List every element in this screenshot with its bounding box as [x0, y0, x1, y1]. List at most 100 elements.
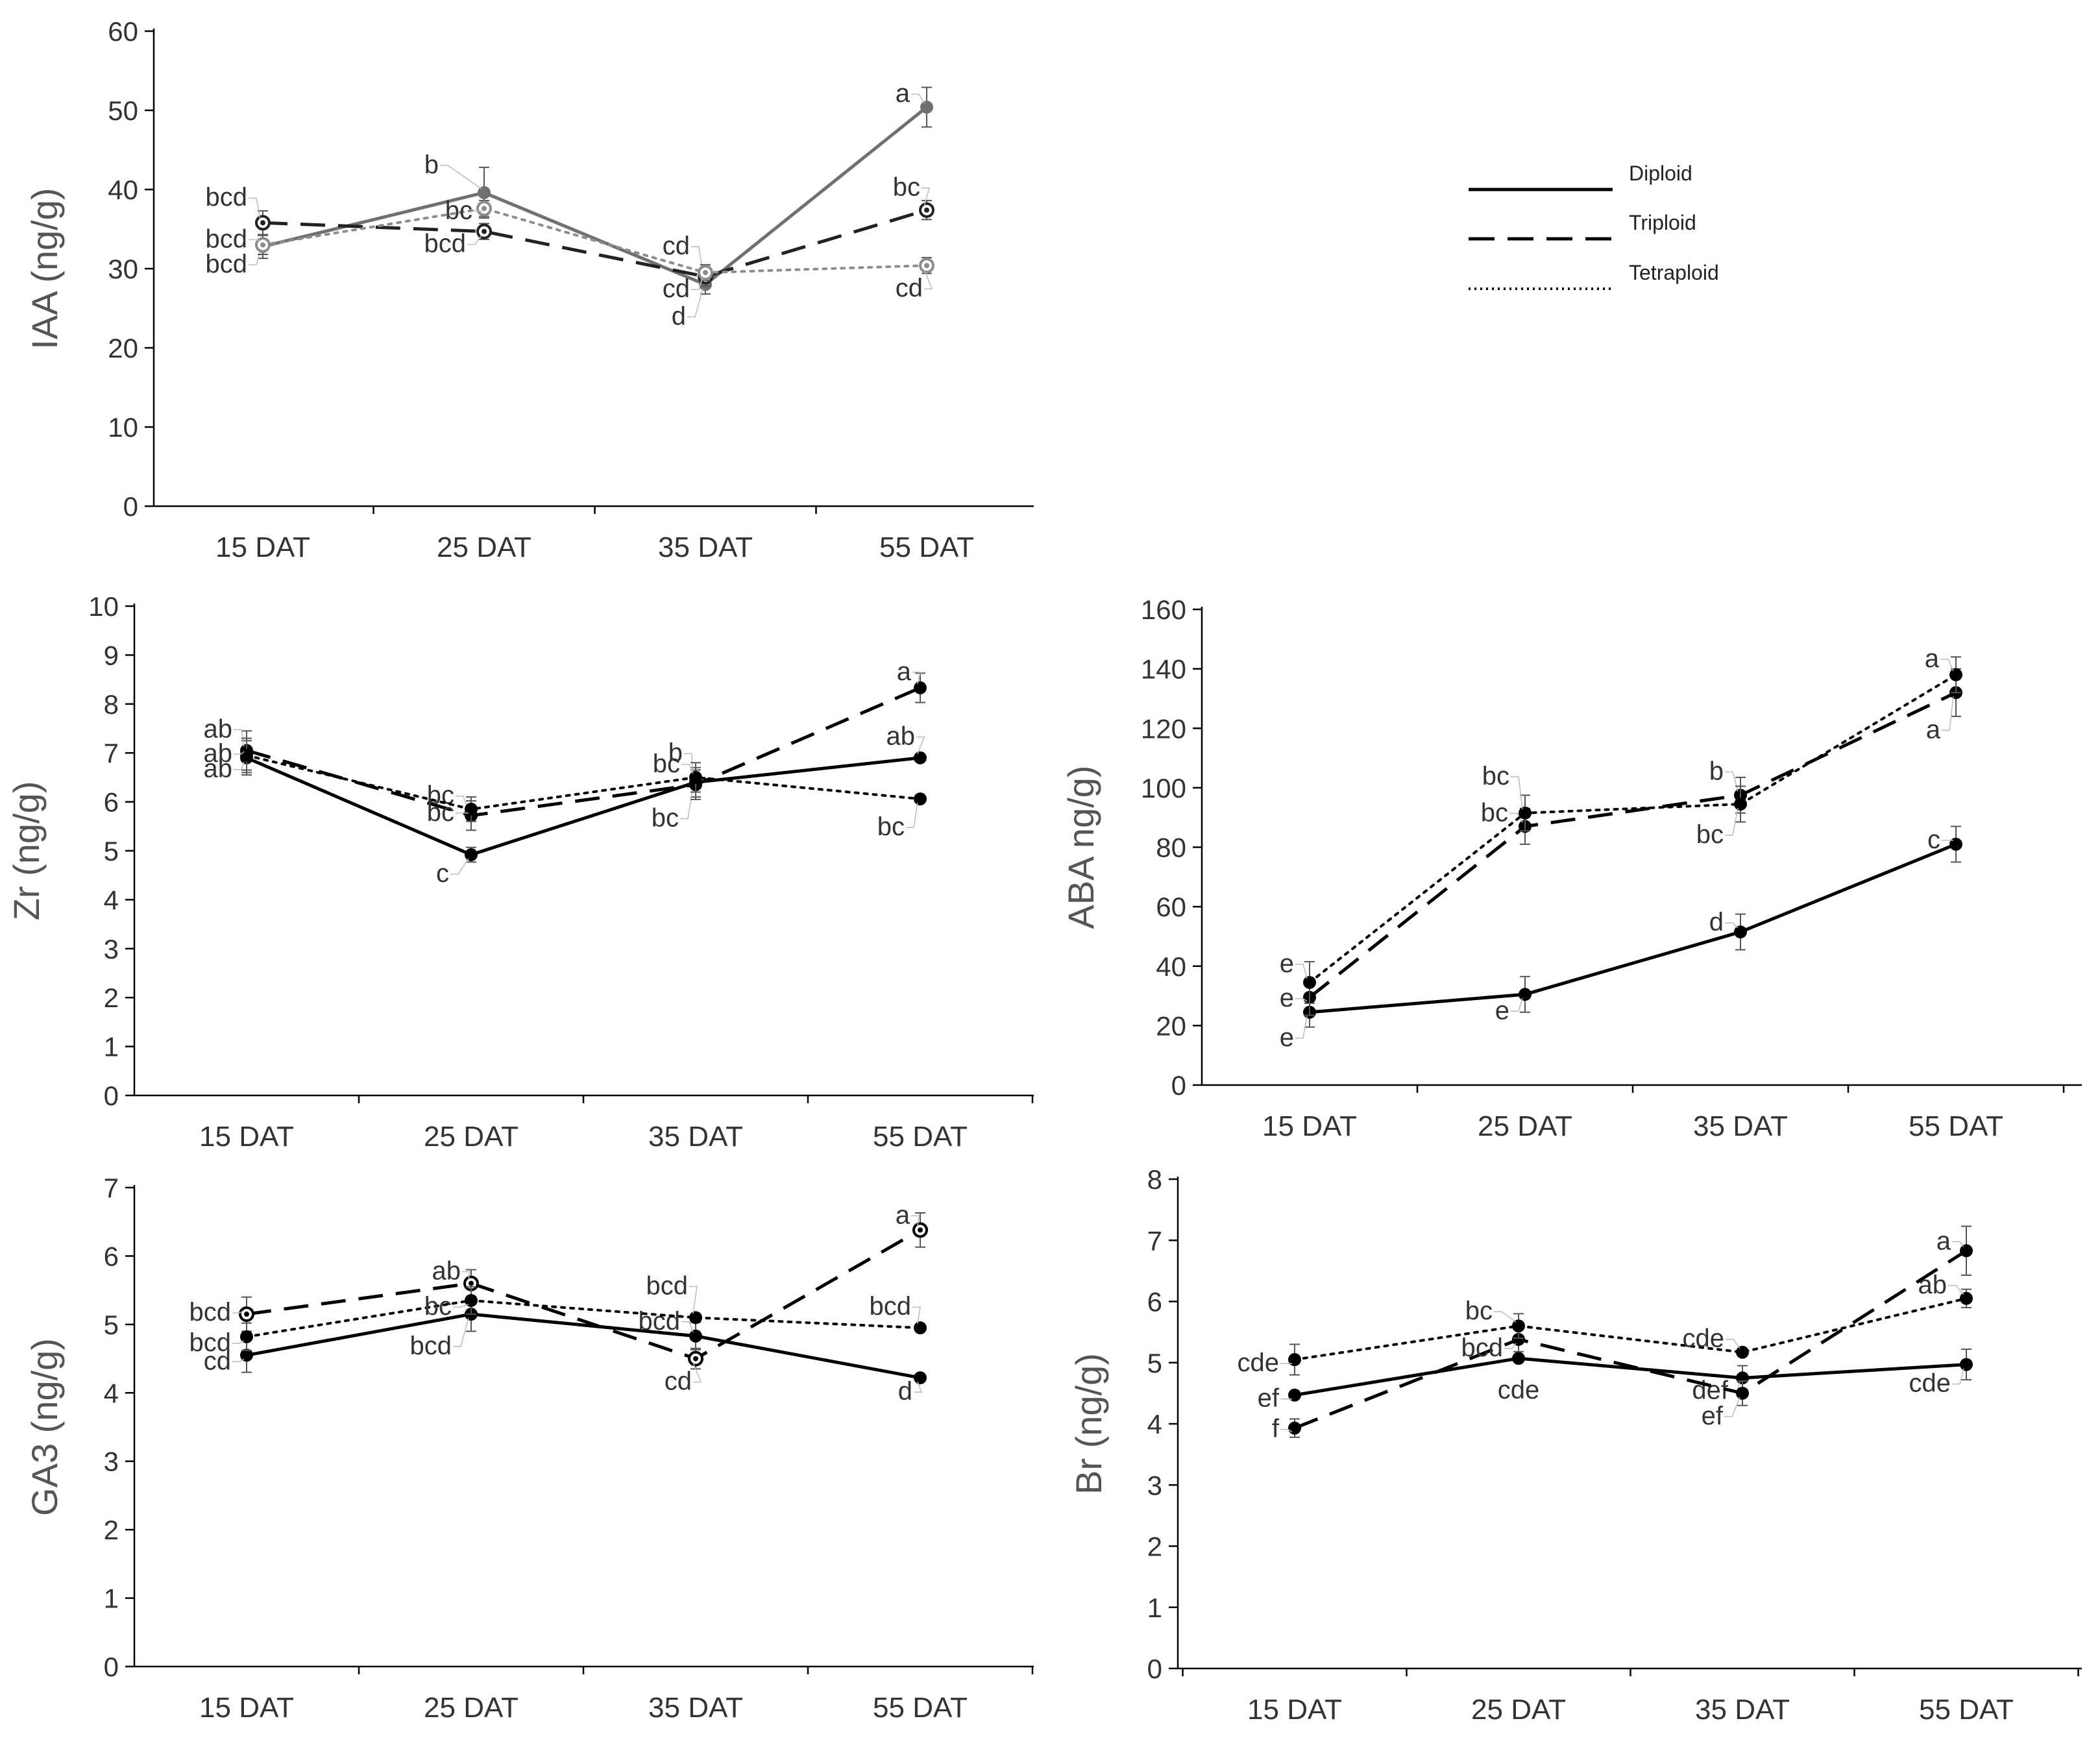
- significance-label: a: [896, 1201, 910, 1229]
- label-leader: [1725, 771, 1739, 792]
- legend: Diploid Triploid Tetraploid: [1469, 162, 1719, 290]
- chart-br: 0 1 2 3 4 5 6 7 8 15 DAT 25 DAT 35 DAT 55 DAT Br (ng/…: [1068, 1164, 2082, 1726]
- series-line-triploid: [246, 1228, 922, 1361]
- data-point: [1949, 668, 1962, 681]
- significance-label: bc: [893, 173, 920, 202]
- series-line-diploid: [246, 756, 921, 857]
- significance-label: a: [896, 79, 910, 108]
- label-leader: [450, 858, 469, 875]
- significance-label: cd: [663, 232, 690, 260]
- label-leader: [462, 1271, 470, 1280]
- data-point: [1960, 1244, 1973, 1258]
- significance-label: bcd: [206, 183, 248, 212]
- significance-label: ab: [886, 722, 916, 751]
- label-leader: [912, 1306, 921, 1325]
- significance-label: bc: [427, 798, 454, 827]
- y-tick-label: 5: [104, 836, 119, 866]
- significance-label: b: [424, 151, 439, 179]
- series-line-diploid: [1309, 842, 1957, 1014]
- y-tick-label: 1: [1147, 1593, 1162, 1623]
- label-leader: [911, 1215, 920, 1227]
- label-leader: [232, 1310, 245, 1313]
- data-point: [689, 1329, 702, 1343]
- legend-label-diploid: Diploid: [1629, 162, 1692, 185]
- series-line-tetraploid: [1308, 673, 1957, 984]
- label-leader: [440, 165, 482, 189]
- significance-label: cde: [1238, 1349, 1280, 1377]
- series-line-diploid: [1294, 1356, 1967, 1397]
- significance-label: ab: [1918, 1271, 1947, 1299]
- series-line-triploid: [262, 208, 927, 278]
- x-tick-label: 55 DAT: [879, 531, 974, 563]
- legend-label-tetraploid: Tetraploid: [1629, 261, 1719, 284]
- label-leader: [1280, 1428, 1293, 1433]
- significance-label: bc: [1696, 820, 1724, 849]
- y-axis-title: IAA (ng/g): [24, 188, 65, 349]
- significance-label: a: [1925, 644, 1940, 673]
- x-tick-label: 25 DAT: [424, 1121, 519, 1153]
- y-tick-label: 140: [1141, 654, 1186, 685]
- data-point: [465, 848, 478, 862]
- x-tick-label: 15 DAT: [199, 1121, 294, 1153]
- significance-label: a: [1926, 715, 1941, 744]
- significance-label: ab: [204, 715, 233, 743]
- data-point: [1960, 1358, 1973, 1371]
- y-tick-label: 10: [88, 591, 119, 622]
- x-tick-label: 55 DAT: [873, 1121, 968, 1153]
- data-point: [1288, 1353, 1301, 1367]
- label-leader: [234, 751, 245, 755]
- significance-label: ef: [1258, 1384, 1280, 1413]
- significance-label: cde: [1498, 1376, 1540, 1404]
- significance-label: bc: [877, 812, 905, 841]
- label-leader: [1504, 1343, 1517, 1349]
- significance-label: bc: [652, 803, 679, 832]
- series-line-diploid: [246, 1312, 921, 1380]
- label-leader: [692, 1362, 702, 1383]
- label-leader: [474, 210, 482, 213]
- y-tick-label: 8: [104, 689, 119, 720]
- chart-zr: 0 1 2 3 4 5 6 7 8 9 10 15 DAT 25 DAT 35 DAT 55 DAT Zr (…: [6, 591, 1034, 1153]
- label-leader: [912, 672, 921, 685]
- data-point-center: [482, 206, 487, 212]
- data-point-center: [482, 228, 487, 234]
- y-tick-label: 160: [1141, 594, 1186, 625]
- y-tick-label: 5: [1147, 1348, 1162, 1378]
- label-leader: [916, 736, 925, 755]
- data-point: [1519, 806, 1532, 820]
- chart-iaa: 0 10 20 30 40 50 60 15 DAT 25 DAT 35 DAT 55 DAT IAA…: [24, 16, 1034, 563]
- label-leader: [453, 1304, 469, 1308]
- significance-label: ab: [432, 1257, 461, 1286]
- x-tick-label: 15 DAT: [1262, 1110, 1357, 1142]
- label-leader: [1942, 696, 1954, 731]
- significance-label: bc: [424, 1292, 452, 1321]
- label-leader: [923, 269, 933, 289]
- y-tick-label: 2: [104, 983, 119, 1013]
- label-leader: [1295, 998, 1308, 1002]
- y-tick-label: 7: [1147, 1225, 1162, 1256]
- x-tick-label: 25 DAT: [437, 531, 531, 563]
- y-tick-label: 6: [104, 787, 119, 818]
- y-tick-label: 60: [1156, 892, 1186, 922]
- y-tick-label: 0: [104, 1081, 119, 1111]
- y-tick-label: 8: [1147, 1164, 1162, 1195]
- x-tick-label: 25 DAT: [1478, 1110, 1572, 1142]
- y-tick-label: 0: [104, 1652, 119, 1682]
- data-point: [914, 1321, 927, 1335]
- y-tick-label: 3: [104, 934, 119, 964]
- significance-label: bcd: [424, 230, 467, 258]
- data-point: [1288, 1421, 1301, 1435]
- data-point-center: [924, 207, 929, 213]
- significance-label: bcd: [410, 1332, 452, 1360]
- y-tick-label: 3: [1147, 1470, 1162, 1500]
- data-point-center: [244, 1312, 249, 1317]
- label-leader: [1494, 1311, 1517, 1323]
- significance-label: d: [898, 1377, 912, 1406]
- data-point: [914, 751, 927, 764]
- x-tick-label: 25 DAT: [1471, 1694, 1566, 1726]
- y-tick-label: 7: [104, 1173, 119, 1203]
- significance-label: def: [1692, 1376, 1728, 1404]
- data-point: [240, 748, 253, 762]
- x-tick-label: 25 DAT: [424, 1692, 519, 1724]
- y-axis-title: Zr (ng/g): [6, 781, 47, 921]
